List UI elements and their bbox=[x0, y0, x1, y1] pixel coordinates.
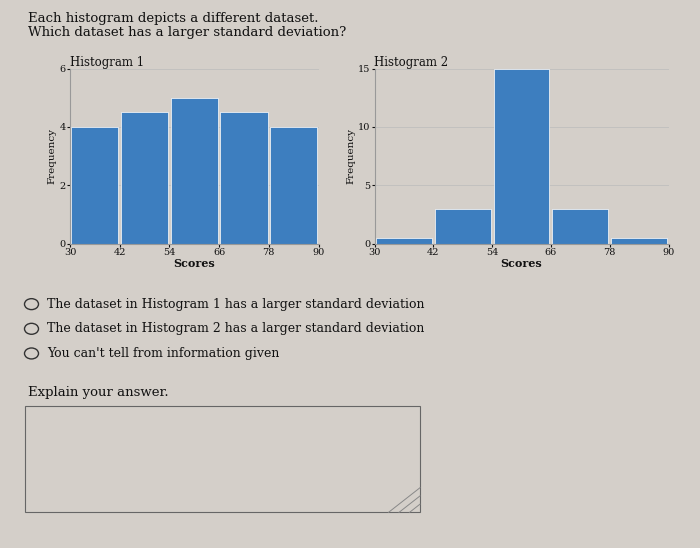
Bar bbox=[552, 209, 608, 244]
Text: You can't tell from information given: You can't tell from information given bbox=[47, 347, 279, 360]
Bar bbox=[376, 238, 432, 244]
Bar bbox=[71, 127, 118, 244]
Y-axis label: Frequency: Frequency bbox=[346, 128, 355, 184]
Text: Each histogram depicts a different dataset.: Each histogram depicts a different datas… bbox=[28, 12, 318, 25]
Y-axis label: Frequency: Frequency bbox=[48, 128, 57, 184]
Bar bbox=[611, 238, 667, 244]
Text: Histogram 2: Histogram 2 bbox=[374, 55, 449, 68]
Bar bbox=[494, 68, 550, 244]
Bar bbox=[121, 112, 168, 244]
Bar bbox=[220, 112, 267, 244]
Text: Explain your answer.: Explain your answer. bbox=[28, 386, 169, 399]
Text: Which dataset has a larger standard deviation?: Which dataset has a larger standard devi… bbox=[28, 26, 346, 39]
Bar bbox=[435, 209, 491, 244]
Bar bbox=[171, 98, 218, 244]
X-axis label: Scores: Scores bbox=[174, 259, 215, 270]
X-axis label: Scores: Scores bbox=[500, 259, 542, 270]
Bar bbox=[270, 127, 317, 244]
Text: The dataset in Histogram 1 has a larger standard deviation: The dataset in Histogram 1 has a larger … bbox=[47, 298, 424, 311]
Text: The dataset in Histogram 2 has a larger standard deviation: The dataset in Histogram 2 has a larger … bbox=[47, 322, 424, 335]
Text: Histogram 1: Histogram 1 bbox=[70, 55, 144, 68]
